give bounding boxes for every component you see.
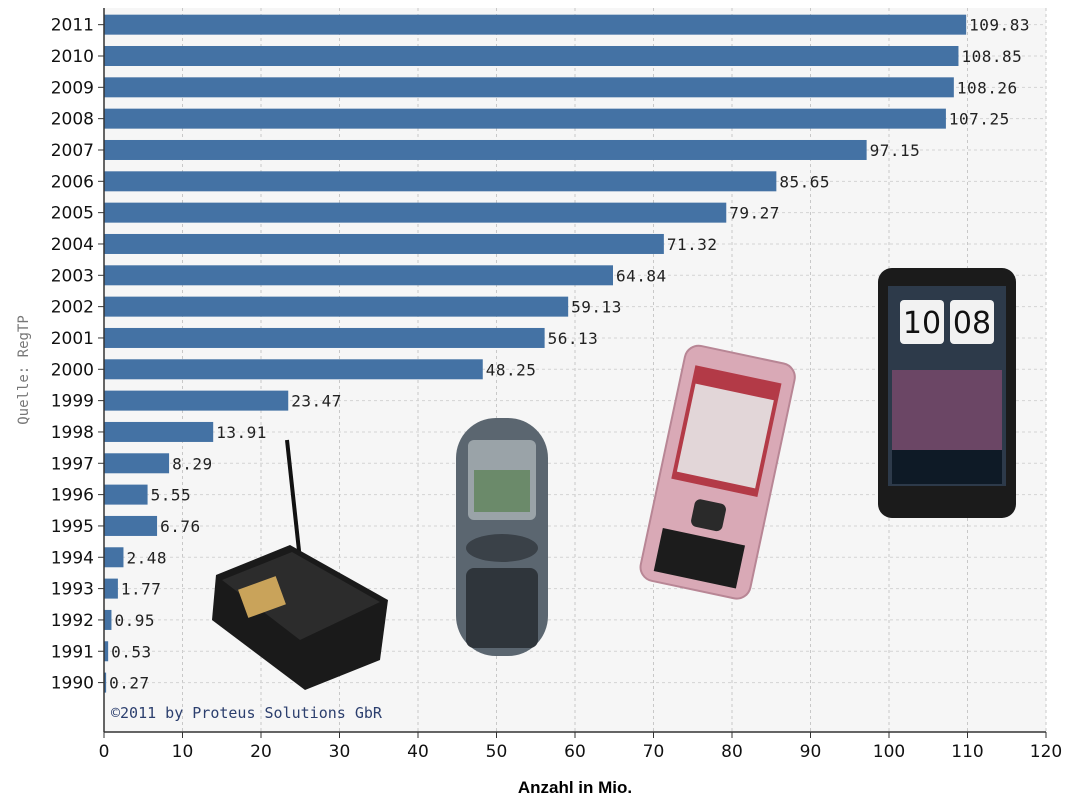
data-label: 13.91 (216, 423, 267, 442)
data-label: 107.25 (949, 110, 1010, 129)
y-tick-label: 1997 (51, 454, 94, 474)
y-tick-label: 2005 (51, 204, 94, 224)
y-tick-label: 2008 (51, 110, 94, 130)
bar (104, 484, 148, 505)
x-tick-label: 30 (329, 742, 351, 762)
x-axis-title: Anzahl in Mio. (518, 778, 632, 797)
data-label: 79.27 (729, 204, 780, 223)
data-label: 8.29 (172, 454, 213, 473)
x-tick-label: 120 (1030, 742, 1062, 762)
y-tick-label: 1999 (51, 392, 94, 412)
pink-phone-image (639, 344, 796, 600)
bar (104, 359, 483, 380)
bar (104, 77, 954, 98)
bar (104, 171, 777, 192)
device-illustrations: 10 08 (212, 268, 1016, 690)
data-label: 109.83 (969, 16, 1030, 35)
data-label: 23.47 (291, 392, 342, 411)
bar (104, 202, 727, 223)
data-label: 1.77 (121, 580, 162, 599)
data-label: 85.65 (779, 172, 830, 191)
data-label: 0.95 (114, 611, 155, 630)
x-tick-label: 50 (486, 742, 508, 762)
bar (104, 515, 158, 536)
x-tick-label: 80 (721, 742, 743, 762)
y-tick-label: 1992 (51, 611, 94, 631)
bar (104, 453, 170, 474)
y-tick-label: 1993 (51, 580, 94, 600)
bar (104, 609, 112, 630)
x-tick-label: 110 (951, 742, 983, 762)
data-label: 48.25 (486, 360, 537, 379)
data-label: 0.27 (109, 674, 150, 693)
bar (104, 578, 118, 599)
axes-group: 2011201020092008200720062005200420032002… (51, 8, 1062, 762)
data-label: 5.55 (151, 486, 192, 505)
x-tick-label: 90 (800, 742, 822, 762)
y-tick-label: 2006 (51, 172, 94, 192)
svg-text:10: 10 (903, 306, 941, 341)
copyright-text: ©2011 by Proteus Solutions GbR (111, 704, 383, 722)
data-label: 56.13 (548, 329, 599, 348)
data-label: 0.53 (111, 642, 152, 661)
x-tick-label: 0 (99, 742, 110, 762)
x-tick-label: 40 (407, 742, 429, 762)
smartphone-image: 10 08 (878, 268, 1016, 518)
bar (104, 547, 124, 568)
y-tick-label: 2002 (51, 298, 94, 318)
x-tick-label: 70 (643, 742, 665, 762)
brick-phone-image (212, 439, 388, 690)
x-tick-label: 20 (250, 742, 272, 762)
data-label: 59.13 (571, 298, 622, 317)
y-tick-label: 1991 (51, 642, 94, 662)
data-label: 71.32 (667, 235, 718, 254)
bar (104, 45, 959, 66)
bar (104, 265, 613, 286)
y-tick-label: 2003 (51, 266, 94, 286)
bar (104, 327, 545, 348)
nokia-phone-image (456, 418, 548, 656)
source-label: Quelle: RegTP (16, 315, 32, 425)
data-label: 108.26 (957, 78, 1018, 97)
bar (104, 108, 946, 129)
data-label: 108.85 (961, 47, 1022, 66)
y-tick-label: 1995 (51, 517, 94, 537)
bar (104, 672, 107, 693)
bar (104, 296, 569, 317)
y-tick-label: 2011 (51, 16, 94, 36)
svg-text:08: 08 (953, 306, 991, 341)
data-label: 97.15 (870, 141, 921, 160)
bar (104, 641, 109, 662)
x-tick-label: 10 (172, 742, 194, 762)
y-tick-label: 1994 (51, 548, 94, 568)
y-tick-label: 2007 (51, 141, 94, 161)
bars-group: 109.83 108.85 108.26 107.25 97.15 85.65 79.27 7… (104, 14, 1030, 693)
bar (104, 233, 664, 254)
data-label: 2.48 (126, 548, 167, 567)
y-tick-label: 1998 (51, 423, 94, 443)
y-tick-label: 2001 (51, 329, 94, 349)
x-tick-label: 60 (564, 742, 586, 762)
bar (104, 139, 867, 160)
y-tick-label: 1990 (51, 674, 94, 694)
y-tick-label: 2010 (51, 47, 94, 67)
data-label: 64.84 (616, 266, 667, 285)
x-tick-label: 100 (873, 742, 905, 762)
bar (104, 421, 214, 442)
bar (104, 390, 289, 411)
data-label: 6.76 (160, 517, 201, 536)
bar (104, 14, 967, 35)
y-tick-label: 2004 (51, 235, 94, 255)
y-tick-label: 1996 (51, 486, 94, 506)
y-tick-label: 2000 (51, 360, 94, 380)
y-tick-label: 2009 (51, 78, 94, 98)
